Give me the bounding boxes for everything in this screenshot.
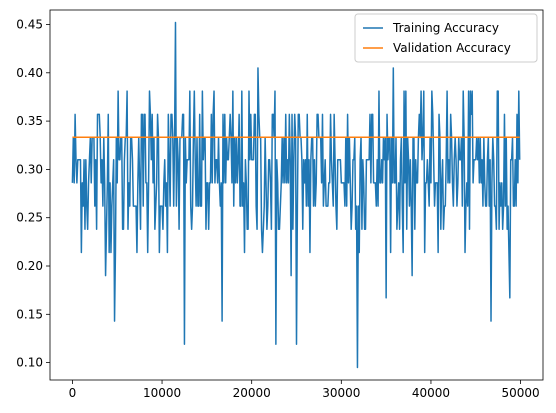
y-tick-label: 0.40	[16, 66, 43, 80]
series-layer	[71, 21, 521, 369]
x-tick-label: 50000	[501, 386, 539, 400]
legend: Training Accuracy Validation Accuracy	[354, 13, 538, 63]
legend-box	[354, 13, 538, 63]
training-accuracy-line	[71, 21, 521, 369]
x-tick-label: 30000	[322, 386, 360, 400]
legend-label: Training Accuracy	[392, 21, 499, 35]
x-tick-label: 40000	[412, 386, 450, 400]
y-tick-label: 0.15	[16, 307, 43, 321]
plot-area	[71, 21, 521, 369]
y-tick-label: 0.20	[16, 259, 43, 273]
y-tick-label: 0.25	[16, 211, 43, 225]
y-tick-label: 0.45	[16, 17, 43, 31]
x-tick-label: 0	[69, 386, 77, 400]
y-tick-label: 0.35	[16, 114, 43, 128]
axes-frame	[49, 9, 544, 381]
x-tick-label: 20000	[233, 386, 271, 400]
x-tick-label: 10000	[143, 386, 181, 400]
y-axis: 0.10 0.15 0.20 0.25 0.30 0.35 0.40 0.45	[16, 17, 50, 370]
legend-label: Validation Accuracy	[393, 41, 511, 55]
y-tick-label: 0.10	[16, 356, 43, 370]
x-axis: 0 10000 20000 30000 40000 50000	[69, 380, 540, 400]
y-tick-label: 0.30	[16, 162, 43, 176]
